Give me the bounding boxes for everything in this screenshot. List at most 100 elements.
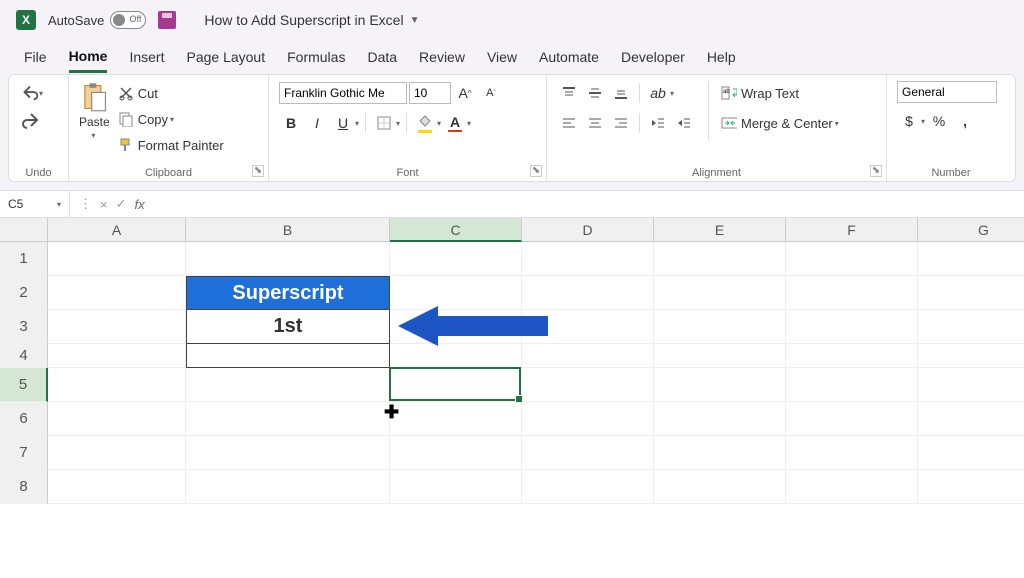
cell-C6[interactable] (390, 402, 522, 436)
col-header-E[interactable]: E (654, 218, 786, 242)
cell-E8[interactable] (654, 470, 786, 504)
cell-G4[interactable] (918, 344, 1024, 368)
tab-file[interactable]: File (24, 43, 47, 71)
cell-D1[interactable] (522, 242, 654, 276)
cell-E4[interactable] (654, 344, 786, 368)
decrease-font-button[interactable]: Aˇ (479, 81, 503, 105)
tab-data[interactable]: Data (367, 43, 397, 71)
percent-button[interactable]: % (927, 109, 951, 133)
cell-D8[interactable] (522, 470, 654, 504)
cell-G6[interactable] (918, 402, 1024, 436)
cells[interactable]: Superscript1st (48, 242, 1024, 504)
align-center-button[interactable] (583, 111, 607, 135)
toggle-switch[interactable] (110, 11, 146, 29)
cell-F7[interactable] (786, 436, 918, 470)
row-header-3[interactable]: 3 (0, 310, 48, 344)
increase-font-button[interactable]: A^ (453, 81, 477, 105)
cell-G8[interactable] (918, 470, 1024, 504)
cell-D6[interactable] (522, 402, 654, 436)
border-button[interactable] (372, 111, 396, 135)
select-all-corner[interactable] (0, 218, 48, 242)
cell-B6[interactable] (186, 402, 390, 436)
italic-button[interactable]: I (305, 111, 329, 135)
tab-developer[interactable]: Developer (621, 43, 685, 71)
currency-button[interactable]: $ (897, 109, 921, 133)
cell-D5[interactable] (522, 368, 654, 402)
cell-F8[interactable] (786, 470, 918, 504)
cell-C7[interactable] (390, 436, 522, 470)
fx-icon[interactable]: fx (132, 197, 148, 212)
cell-F5[interactable] (786, 368, 918, 402)
alignment-launcher[interactable]: ⬊ (870, 165, 882, 177)
cell-B3[interactable]: 1st (186, 310, 390, 344)
cell-B1[interactable] (186, 242, 390, 276)
cell-A7[interactable] (48, 436, 186, 470)
cell-A5[interactable] (48, 368, 186, 402)
underline-button[interactable]: U (331, 111, 355, 135)
tab-automate[interactable]: Automate (539, 43, 599, 71)
align-top-button[interactable] (557, 81, 581, 105)
formula-menu-icon[interactable]: ⋮ (76, 196, 95, 212)
row-header-2[interactable]: 2 (0, 276, 48, 310)
cell-B7[interactable] (186, 436, 390, 470)
tab-home[interactable]: Home (69, 42, 108, 73)
align-middle-button[interactable] (583, 81, 607, 105)
cell-A6[interactable] (48, 402, 186, 436)
col-header-G[interactable]: G (918, 218, 1024, 242)
decrease-indent-button[interactable] (646, 111, 670, 135)
col-header-F[interactable]: F (786, 218, 918, 242)
font-size-select[interactable] (409, 82, 451, 104)
cell-E7[interactable] (654, 436, 786, 470)
cell-E6[interactable] (654, 402, 786, 436)
number-format-select[interactable] (897, 81, 997, 103)
spreadsheet-grid[interactable]: ABCDEFG 12345678 Superscript1st ✚ (0, 218, 1024, 578)
col-header-D[interactable]: D (522, 218, 654, 242)
fill-color-button[interactable] (413, 111, 437, 135)
document-title[interactable]: How to Add Superscript in Excel ▼ (204, 12, 419, 28)
tab-view[interactable]: View (487, 43, 517, 71)
copy-button[interactable]: Copy ▾ (118, 107, 224, 131)
col-header-A[interactable]: A (48, 218, 186, 242)
font-name-select[interactable] (279, 82, 407, 104)
tab-review[interactable]: Review (419, 43, 465, 71)
cell-D7[interactable] (522, 436, 654, 470)
cell-C8[interactable] (390, 470, 522, 504)
cell-F2[interactable] (786, 276, 918, 310)
wrap-text-button[interactable]: ab Wrap Text (721, 81, 839, 105)
merge-center-button[interactable]: Merge & Center ▾ (721, 111, 839, 135)
tab-page-layout[interactable]: Page Layout (186, 43, 265, 71)
row-header-4[interactable]: 4 (0, 344, 48, 368)
tab-insert[interactable]: Insert (129, 43, 164, 71)
increase-indent-button[interactable] (672, 111, 696, 135)
cancel-formula-icon[interactable]: × (97, 197, 111, 212)
redo-button[interactable] (19, 109, 43, 133)
cell-F6[interactable] (786, 402, 918, 436)
cut-button[interactable]: Cut (118, 81, 224, 105)
row-header-5[interactable]: 5 (0, 368, 48, 402)
align-left-button[interactable] (557, 111, 581, 135)
cell-F4[interactable] (786, 344, 918, 368)
col-header-B[interactable]: B (186, 218, 390, 242)
tab-formulas[interactable]: Formulas (287, 43, 345, 71)
cell-C1[interactable] (390, 242, 522, 276)
row-header-6[interactable]: 6 (0, 402, 48, 436)
cell-G1[interactable] (918, 242, 1024, 276)
font-color-button[interactable]: A (443, 111, 467, 135)
cell-A2[interactable] (48, 276, 186, 310)
cell-E2[interactable] (654, 276, 786, 310)
cell-G7[interactable] (918, 436, 1024, 470)
row-header-8[interactable]: 8 (0, 470, 48, 504)
cell-F1[interactable] (786, 242, 918, 276)
orientation-button[interactable]: ab (646, 81, 670, 105)
cell-B8[interactable] (186, 470, 390, 504)
comma-button[interactable]: , (953, 109, 977, 133)
autosave-toggle[interactable]: AutoSave (48, 11, 146, 29)
cell-B5[interactable] (186, 368, 390, 402)
cell-A4[interactable] (48, 344, 186, 368)
save-icon[interactable] (158, 11, 176, 29)
format-painter-button[interactable]: Format Painter (118, 133, 224, 157)
paste-button[interactable]: Paste ▾ (79, 81, 110, 140)
formula-input[interactable] (154, 191, 1024, 217)
cell-B4[interactable] (186, 344, 390, 368)
cell-F3[interactable] (786, 310, 918, 344)
